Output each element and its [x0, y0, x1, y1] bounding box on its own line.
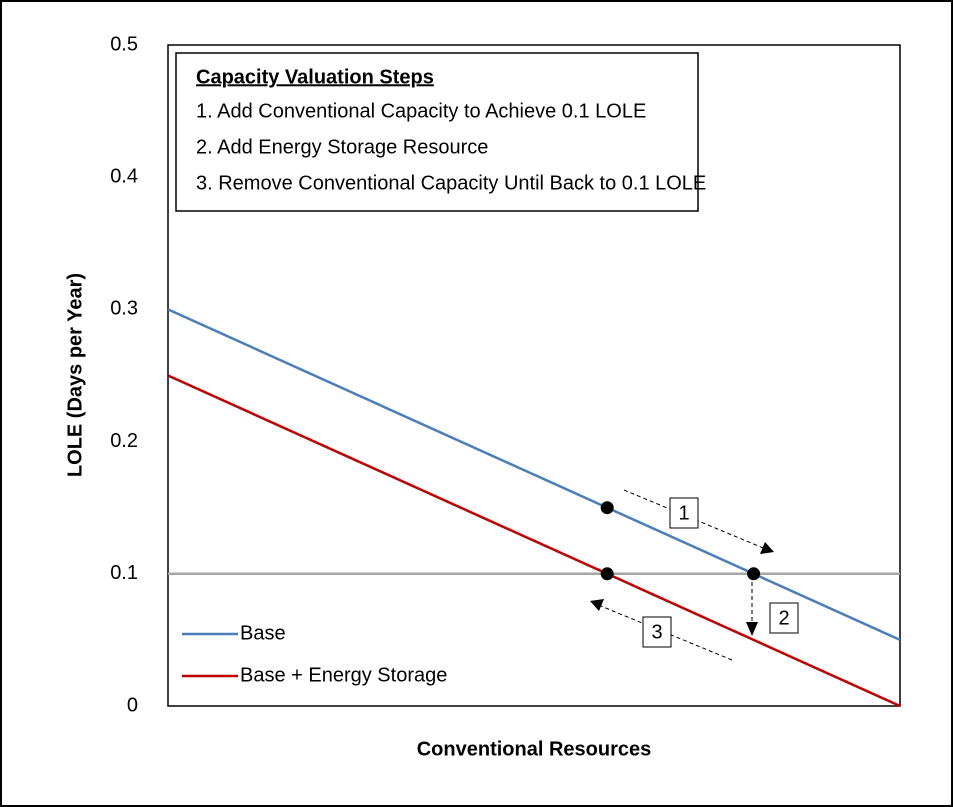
annotation-box — [642, 616, 672, 648]
legend-label: Base — [240, 622, 286, 644]
text-box — [175, 52, 699, 212]
text-box-title: Capacity Valuation Steps — [196, 66, 434, 88]
y-tick-label: 0.3 — [110, 298, 138, 320]
y-tick-label: 0 — [127, 694, 138, 716]
text-box-line: 3. Remove Conventional Capacity Until Ba… — [196, 172, 706, 194]
series-line — [167, 308, 901, 642]
y-tick-label: 0.1 — [110, 562, 138, 584]
annotation-box — [669, 497, 699, 529]
marker — [600, 567, 614, 581]
text-box-line: 1. Add Conventional Capacity to Achieve … — [196, 100, 646, 122]
annotation: 1 — [678, 502, 689, 524]
arrow-heads — [590, 542, 774, 636]
legend-label: Base + Energy Storage — [240, 664, 447, 686]
y-tick-label: 0.2 — [110, 430, 138, 452]
marker — [600, 501, 614, 515]
y-tick-label: 0.4 — [110, 165, 138, 187]
y-tick-label: 0.5 — [110, 33, 138, 55]
y-axis-label: LOLE (Days per Year) — [64, 273, 86, 477]
series-line — [167, 374, 901, 708]
annotation: 3 — [651, 621, 662, 643]
annotation-box — [769, 602, 799, 634]
annotation: 2 — [778, 607, 789, 629]
x-axis-label: Conventional Resources — [417, 738, 652, 760]
text-box-line: 2. Add Energy Storage Resource — [196, 136, 488, 158]
marker — [747, 567, 761, 581]
